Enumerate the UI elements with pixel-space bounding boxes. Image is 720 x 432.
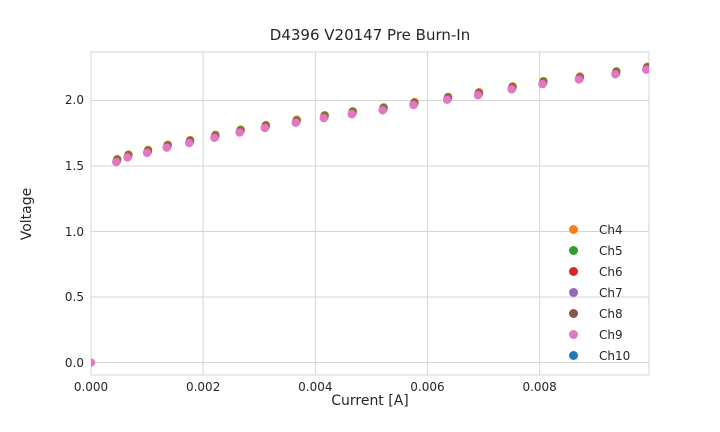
data-point [291,118,300,127]
data-point [409,100,418,110]
data-point [142,148,152,158]
legend-label: Ch5 [599,243,623,258]
legend-label: Ch7 [599,285,623,300]
x-axis-label: Current [A] [331,393,409,409]
series-ch9-points [91,65,649,367]
legend-item-ch4: Ch4 [565,219,630,240]
y-tick-label: 0.0 [64,355,84,370]
legend-marker-icon [569,267,578,276]
data-point [123,153,132,162]
legend-item-ch8: Ch8 [565,303,630,324]
series-ch7-points [112,64,649,166]
legend-item-ch7: Ch7 [565,282,630,303]
data-point [378,106,387,115]
legend-marker-icon [569,309,578,318]
y-tick-label: 0.5 [64,290,84,305]
x-tick-label: 0.008 [522,380,557,394]
legend-marker-icon [569,330,578,339]
data-point [112,157,121,167]
legend-item-ch5: Ch5 [565,240,630,261]
legend-marker-icon [569,351,578,360]
legend-item-ch9: Ch9 [565,324,630,345]
data-point [319,113,328,123]
data-point [260,123,270,133]
x-tick-label: 0.004 [298,380,333,394]
y-tick-label: 1.0 [64,224,84,239]
data-point [184,138,194,148]
y-tick-label: 2.0 [64,93,84,108]
legend-marker-icon [569,288,578,297]
data-point [507,85,516,94]
data-point [611,70,620,79]
x-tick-label: 0.000 [73,380,109,394]
x-tick-label: 0.006 [410,380,445,394]
data-point [538,79,547,89]
plot-border [90,51,650,376]
data-point [162,143,171,152]
data-point [91,358,96,367]
legend-item-ch10: Ch10 [565,345,630,366]
series-ch6-points [112,64,649,165]
data-point [210,133,219,143]
legend-marker-icon [569,246,578,255]
legend-label: Ch8 [599,306,623,321]
data-point [347,110,356,119]
legend-label: Ch4 [599,222,623,237]
legend-label: Ch9 [599,327,623,342]
data-point [235,128,244,137]
legend: Ch4 Ch5 Ch6 Ch7 Ch8 Ch9 Ch10 [565,219,630,366]
legend-marker-icon [569,225,578,234]
legend-label: Ch10 [599,348,631,363]
data-point [574,75,584,84]
series-ch8-points [112,64,649,166]
legend-item-ch6: Ch6 [565,261,630,282]
y-axis-label: Voltage [19,187,35,241]
x-tick-label: 0.002 [185,380,221,394]
data-point [442,95,452,105]
chart-title: D4396 V20147 Pre Burn-In [269,26,471,44]
y-tick-label: 1.5 [64,159,84,173]
data-point [641,65,649,74]
legend-label: Ch6 [599,264,623,279]
data-point [473,91,483,100]
